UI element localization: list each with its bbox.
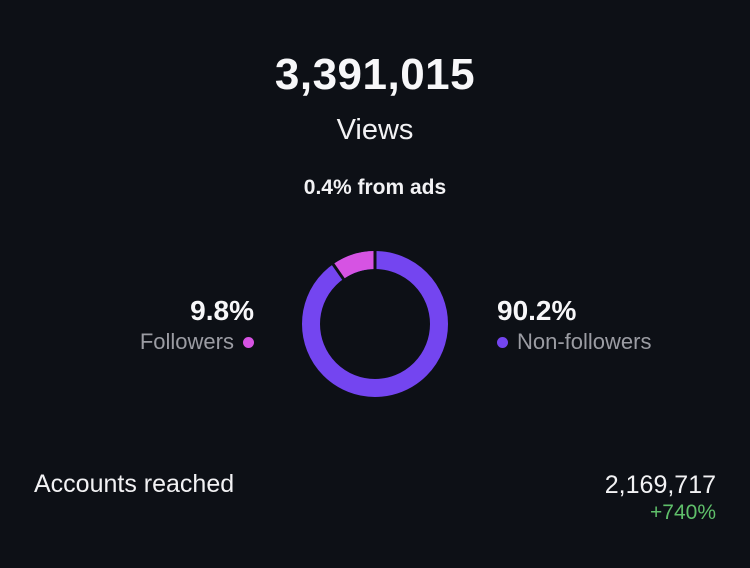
- views-label: Views: [336, 114, 414, 146]
- non-followers-label: Non-followers: [517, 329, 652, 354]
- non-followers-dot-icon: [497, 336, 508, 348]
- views-total: 3,391,015: [274, 50, 476, 99]
- followers-label: Followers: [139, 329, 234, 354]
- followers-segment: [333, 251, 376, 280]
- non-followers-segment: [302, 251, 448, 397]
- segment-divider: [330, 261, 346, 281]
- accounts-reached-label: Accounts reached: [34, 470, 235, 498]
- accounts-reached-row[interactable]: Accounts reached 2,169,717 +740%: [34, 470, 716, 526]
- followers-percent: 9.8%: [190, 295, 254, 326]
- followers-legend: 9.8% Followers: [140, 294, 254, 356]
- views-donut-chart: [302, 250, 448, 397]
- followers-dot-icon: [243, 336, 254, 348]
- ads-note: 0.4% from ads: [303, 176, 447, 199]
- non-followers-percent: 90.2%: [497, 295, 577, 326]
- accounts-reached-change: +740%: [650, 501, 716, 524]
- non-followers-legend: 90.2% Non-followers: [497, 294, 652, 356]
- accounts-reached-value: 2,169,717: [604, 471, 716, 499]
